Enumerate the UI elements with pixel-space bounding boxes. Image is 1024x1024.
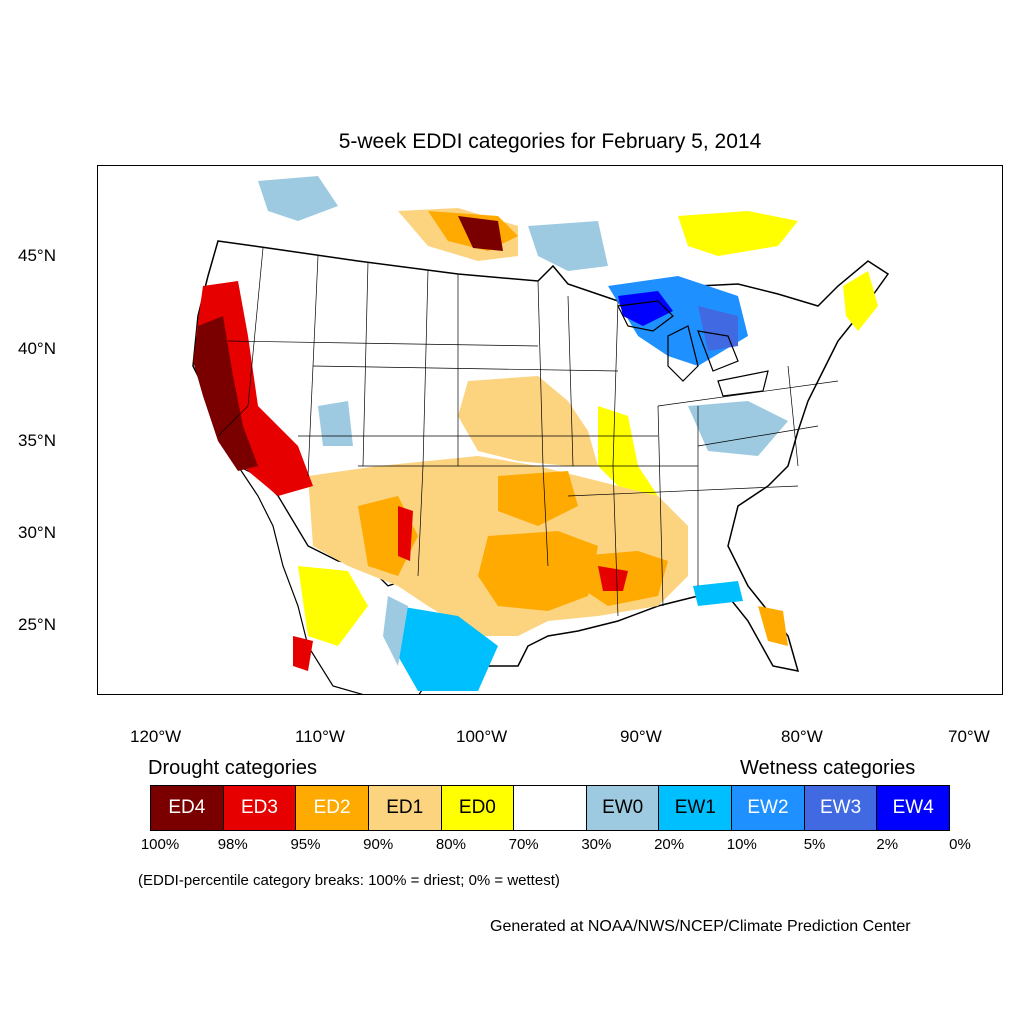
- ew0-region-mexico: [383, 596, 408, 666]
- ed4-region-california: [193, 316, 258, 471]
- legend-swatch-ew2: EW2: [732, 786, 805, 830]
- legend-note: (EDDI-percentile category breaks: 100% =…: [138, 872, 560, 889]
- state-boundaries: [217, 247, 839, 617]
- lon-label-70: 70°W: [948, 727, 990, 746]
- ed3-region-nm: [398, 506, 413, 561]
- credit-line: Generated at NOAA/NWS/NCEP/Climate Predi…: [490, 918, 911, 935]
- legend-swatch-neutral: [514, 786, 587, 830]
- ew0-region-colorado: [318, 401, 353, 446]
- legend-swatch-ed1: ED1: [368, 786, 442, 830]
- ed0-region-southwest: [298, 566, 368, 646]
- ew0-region-upper-midwest: [528, 221, 608, 271]
- legend-swatch-ew3: EW3: [804, 786, 878, 830]
- ed2-region-texas: [478, 531, 598, 611]
- legend-swatch-ed2: ED2: [296, 786, 369, 830]
- lon-label-80: 80°W: [781, 727, 823, 746]
- lon-label-120: 120°W: [130, 727, 182, 746]
- break-label: 80%: [435, 836, 466, 853]
- ew0-region-northwest: [258, 176, 338, 221]
- ew1-region-gulf: [693, 581, 743, 606]
- lon-label-110: 110°W: [295, 727, 345, 746]
- lat-label-25: 25°N: [18, 615, 56, 634]
- lon-label-100: 100°W: [456, 727, 508, 746]
- drought-heading: Drought categories: [148, 757, 317, 779]
- map-title: 5-week EDDI categories for February 5, 2…: [338, 130, 762, 153]
- lon-label-90: 90°W: [620, 727, 662, 746]
- ew3-region-greatlakes: [698, 306, 738, 351]
- legend-swatch-ew1: EW1: [659, 786, 733, 830]
- break-label: 20%: [654, 836, 685, 853]
- break-label: 0%: [949, 836, 971, 853]
- ed4-region-northdakota: [458, 216, 503, 251]
- break-label: 5%: [803, 836, 826, 853]
- ed2-region-florida: [758, 606, 788, 646]
- break-label: 10%: [726, 836, 757, 853]
- lat-label-40: 40°N: [18, 339, 56, 358]
- legend-swatch-ew0: EW0: [586, 786, 660, 830]
- lat-label-30: 30°N: [18, 523, 56, 542]
- break-label: 2%: [876, 836, 899, 853]
- break-label: 70%: [508, 836, 539, 853]
- lat-label-35: 35°N: [18, 431, 56, 450]
- break-label: 98%: [217, 836, 248, 853]
- legend-swatch-ew4: EW4: [877, 786, 950, 830]
- category-legend: ED4 ED3 ED2 ED1 ED0 EW0 EW1 EW2 EW3 EW4: [150, 785, 950, 831]
- break-label: 30%: [581, 836, 612, 853]
- map-frame: [97, 165, 1003, 695]
- ew1-region-mexico: [398, 606, 498, 691]
- break-label: 90%: [363, 836, 394, 853]
- ew4-region-greatlakes: [618, 291, 673, 326]
- wetness-heading: Wetness categories: [740, 757, 916, 779]
- legend-swatch-ed4: ED4: [151, 786, 224, 830]
- ed3-region-baja: [293, 636, 313, 671]
- lat-label-45: 45°N: [18, 246, 56, 265]
- legend-swatch-ed0: ED0: [441, 786, 515, 830]
- break-label: 100%: [140, 836, 180, 853]
- ed0-region-nengland: [843, 271, 878, 331]
- great-lakes: [617, 300, 769, 397]
- ed3-region-louisiana: [598, 566, 628, 591]
- ed2-region-oklahoma: [498, 471, 578, 526]
- ed0-region-northeast: [678, 211, 798, 256]
- ew0-region-appalachia: [688, 401, 788, 456]
- break-label: 95%: [290, 836, 321, 853]
- eddi-map: [192, 176, 890, 694]
- ed1-region-plains: [458, 376, 598, 466]
- legend-swatch-ed3: ED3: [223, 786, 297, 830]
